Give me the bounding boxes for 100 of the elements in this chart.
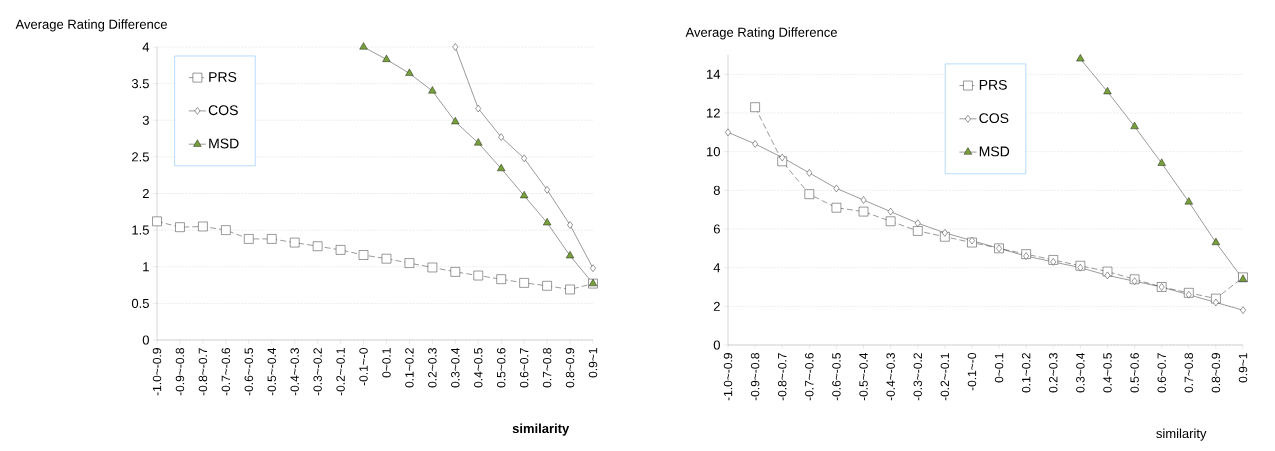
y-tick-label: 4 [713,263,721,273]
x-tick-label: -0.1~-0 [359,348,368,386]
y-tick-label: 10 [707,147,720,157]
point [567,221,573,229]
x-tick-label: -0.3~-0.2 [913,353,922,401]
y-tick-label: 14 [707,69,721,79]
x-tick-label: -0.7~-0.6 [221,348,231,396]
point [543,218,552,226]
legend-label: COS [979,113,1009,124]
point [804,189,815,199]
y-tick-label: 4 [142,42,150,52]
point [474,138,483,146]
point [221,225,231,235]
x-tick-label: 0.7~0.8 [1184,353,1194,393]
x-tick-label: 0.6~0.7 [1157,353,1166,393]
y-tick-label: 12 [707,108,720,118]
point [450,267,461,277]
legend-label: PRS [979,79,1007,90]
x-tick-label: -0.7~-0.6 [805,353,814,401]
point [1103,87,1112,95]
point [831,203,842,213]
x-axis-title: similarity [1156,428,1207,441]
y-tick-label: 0 [142,335,149,345]
x-tick-label: 0.9~1 [588,348,598,378]
x-tick-label: -0.6~-0.5 [244,348,254,396]
y-tick-label: 0.5 [131,298,149,308]
point [1240,306,1246,314]
point [498,133,505,141]
point [885,216,896,226]
y-tick-label: 6 [713,224,720,234]
x-tick-label: 0.8~0.9 [565,348,575,388]
x-tick-label: 0~0.1 [382,348,391,378]
y-tick-label: 8 [713,185,720,195]
point [152,216,162,227]
point [544,186,550,194]
point [452,43,459,51]
point [496,274,506,284]
x-tick-label: -0.5~-0.4 [267,347,276,396]
x-tick-label: 0.7~0.8 [542,348,552,388]
y-tick-label: 2 [713,301,720,311]
point [519,278,529,288]
point [913,226,923,236]
legend-label: COS [208,105,238,116]
point [473,270,483,281]
x-tick-label: 0.6~0.7 [519,348,529,388]
x-tick-label: 0~0.1 [994,353,1004,383]
x-tick-label: -0.8~-0.7 [777,353,787,401]
y-tick-label: 2.5 [132,152,149,162]
x-tick-label: 0.4~0.5 [474,348,483,388]
point [359,42,368,50]
point [175,222,185,232]
y-tick-label: 0 [713,340,720,350]
point [404,258,415,268]
point [428,86,437,94]
x-tick-label: 0.1~0.2 [405,348,414,388]
x-tick-label: -0.5~-0.4 [859,352,868,401]
point [942,229,948,237]
point [1104,271,1111,280]
point [198,221,208,232]
point [860,196,867,204]
x-tick-label: 0.3~0.4 [1076,352,1085,393]
x-tick-label: 0.2~0.3 [1049,353,1058,393]
point [590,264,596,272]
point [267,234,277,244]
x-tick-label: -0.1~-0 [967,353,977,391]
point [1211,237,1220,245]
point [752,140,758,148]
x-tick-label: -0.9~-0.8 [175,348,185,396]
y-tick-label: 3 [142,115,149,125]
point [312,241,323,251]
y-tick-label: 2 [142,188,149,199]
x-tick-label: -0.6~-0.5 [832,353,841,401]
point [858,206,869,217]
point [750,102,760,112]
x-tick-label: 0.8~0.9 [1211,353,1221,393]
x-tick-label: 0.2~0.3 [428,348,437,388]
y-tick-label: 1.5 [132,225,149,235]
point [381,253,392,264]
y-tick-label: 3.5 [131,79,149,89]
point [382,54,391,62]
point [565,251,575,259]
point [520,191,529,199]
point [806,169,813,177]
y-tick-label: 1 [143,262,149,272]
x-axis-title: similarity [512,423,570,436]
point [244,234,254,244]
point [565,284,575,295]
point [914,219,921,227]
x-tick-label: -1.0~-0.9 [723,353,733,401]
point [405,68,414,76]
x-tick-label: 0.5~0.6 [496,348,506,388]
point [1130,121,1139,129]
point [475,104,482,113]
y-axis-title: Average Rating Difference [685,27,837,40]
point [497,163,506,172]
x-tick-label: 0.1~0.2 [1021,353,1031,393]
point [451,117,460,125]
point [358,250,369,260]
legend-label: MSD [979,146,1010,157]
point [335,245,346,255]
